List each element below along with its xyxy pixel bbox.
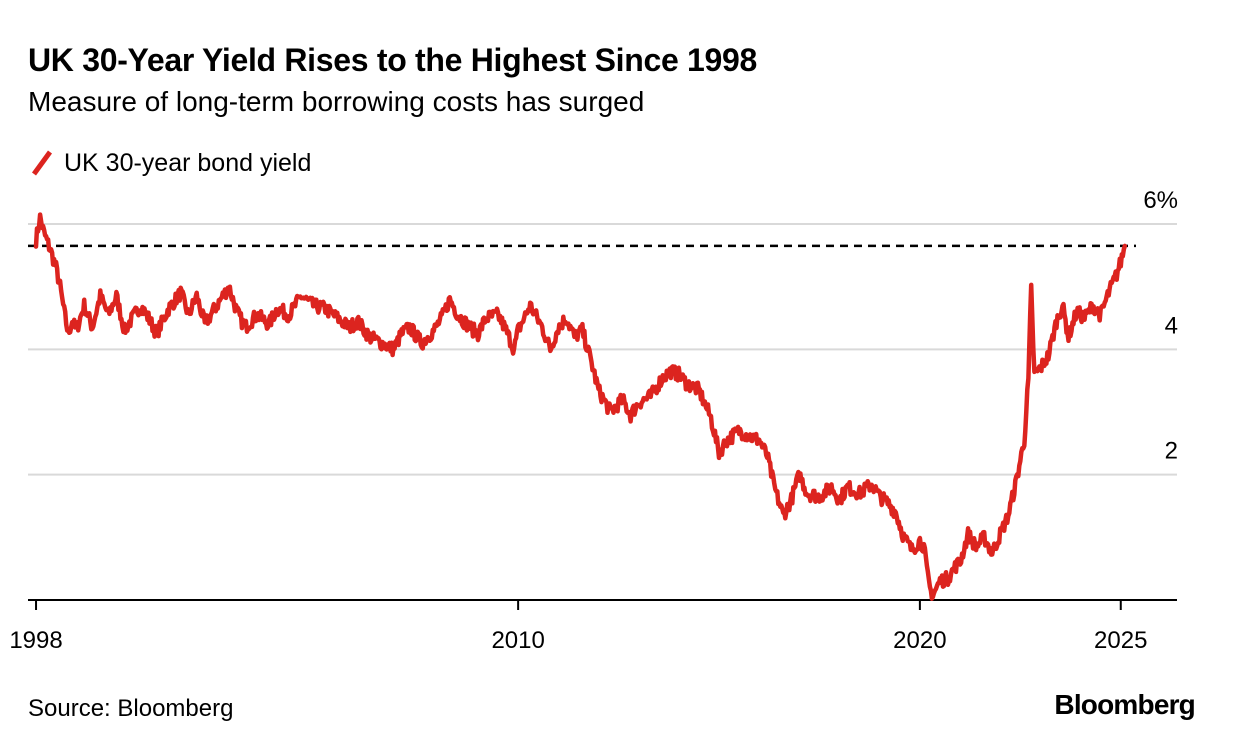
x-tick-label: 1998 [9,627,62,654]
yield-chart: 2 4 6% 1998 2010 2020 2025 [9,187,1178,654]
bloomberg-logo: Bloomberg [1054,689,1195,720]
chart-subtitle: Measure of long-term borrowing costs has… [28,86,645,117]
legend-label: UK 30-year bond yield [64,149,312,177]
y-tick-label: 6% [1143,187,1178,214]
legend: UK 30-year bond yield [30,146,311,180]
x-tick-label: 2025 [1094,627,1147,654]
source-note: Source: Bloomberg [28,695,234,722]
y-tick-label: 2 [1165,438,1178,465]
x-tick-label: 2020 [893,627,946,654]
chart-title: UK 30-Year Yield Rises to the Highest Si… [28,42,758,78]
series-line-uk-30-year-yield [33,212,1128,601]
y-tick-label: 4 [1165,312,1178,339]
x-tick-label: 2010 [491,627,544,654]
legend-swatch-icon [31,150,53,176]
